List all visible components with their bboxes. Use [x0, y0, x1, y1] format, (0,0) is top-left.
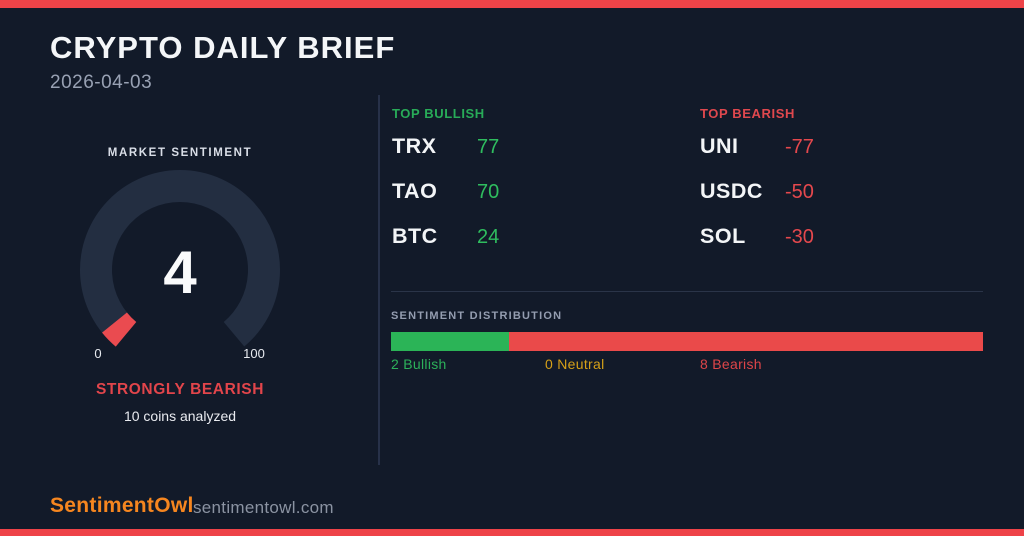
coin-row: UNI -77	[700, 134, 814, 158]
distribution-bar-segment	[509, 332, 983, 351]
coin-symbol: USDC	[700, 179, 763, 203]
coin-symbol: UNI	[700, 134, 739, 158]
gauge-min-label: 0	[94, 346, 101, 361]
website-url: sentimentowl.com	[193, 498, 334, 517]
distribution-bullish-label: 2 Bullish	[391, 356, 447, 372]
gauge-value: 4	[163, 239, 197, 306]
gauge-track-arc	[80, 169, 280, 347]
top-accent-bar	[0, 0, 1024, 8]
coin-score: -30	[785, 226, 814, 248]
coin-symbol: TRX	[392, 134, 437, 158]
gauge-max-label: 100	[243, 346, 265, 361]
bottom-accent-bar	[0, 529, 1024, 536]
coins-analyzed: 10 coins analyzed	[123, 408, 237, 424]
page-title: CRYPTO DAILY BRIEF	[50, 30, 396, 65]
coin-score: 77	[477, 136, 500, 158]
gauge-value-arc	[102, 312, 137, 347]
top-bearish-section: TOP BEARISH UNI -77 USDC -50 SOL -30	[700, 106, 814, 269]
horizontal-divider	[391, 291, 983, 292]
gauge-title: MARKET SENTIMENT	[107, 147, 253, 159]
coin-score: -77	[785, 136, 814, 158]
top-bearish-heading: TOP BEARISH	[700, 106, 795, 121]
coin-symbol: SOL	[700, 224, 746, 248]
sentiment-status: STRONGLY BEARISH	[95, 381, 265, 398]
top-bullish-section: TOP BULLISH TRX 77 TAO 70 BTC 24	[392, 106, 499, 269]
coin-score: 70	[477, 181, 500, 203]
coin-row: TAO 70	[392, 179, 499, 203]
brand-logo-text: SentimentOwl	[50, 494, 194, 517]
coin-score: -50	[785, 181, 814, 203]
distribution-bearish-label: 8 Bearish	[700, 356, 762, 372]
distribution-neutral-label: 0 Neutral	[545, 356, 605, 372]
vertical-divider	[378, 95, 380, 465]
top-bullish-heading: TOP BULLISH	[392, 106, 485, 121]
coin-score: 24	[477, 226, 500, 248]
report-date: 2026-04-03	[50, 72, 153, 93]
distribution-bar-segment	[391, 332, 510, 351]
distribution-heading: SENTIMENT DISTRIBUTION	[391, 310, 563, 322]
coin-symbol: TAO	[392, 179, 438, 203]
distribution-bar	[391, 332, 983, 351]
coin-row: USDC -50	[700, 179, 814, 203]
coin-symbol: BTC	[392, 224, 438, 248]
sentiment-gauge: 4 0 100	[80, 169, 280, 361]
coin-row: BTC 24	[392, 224, 499, 248]
coin-row: SOL -30	[700, 224, 814, 248]
coin-row: TRX 77	[392, 134, 499, 158]
